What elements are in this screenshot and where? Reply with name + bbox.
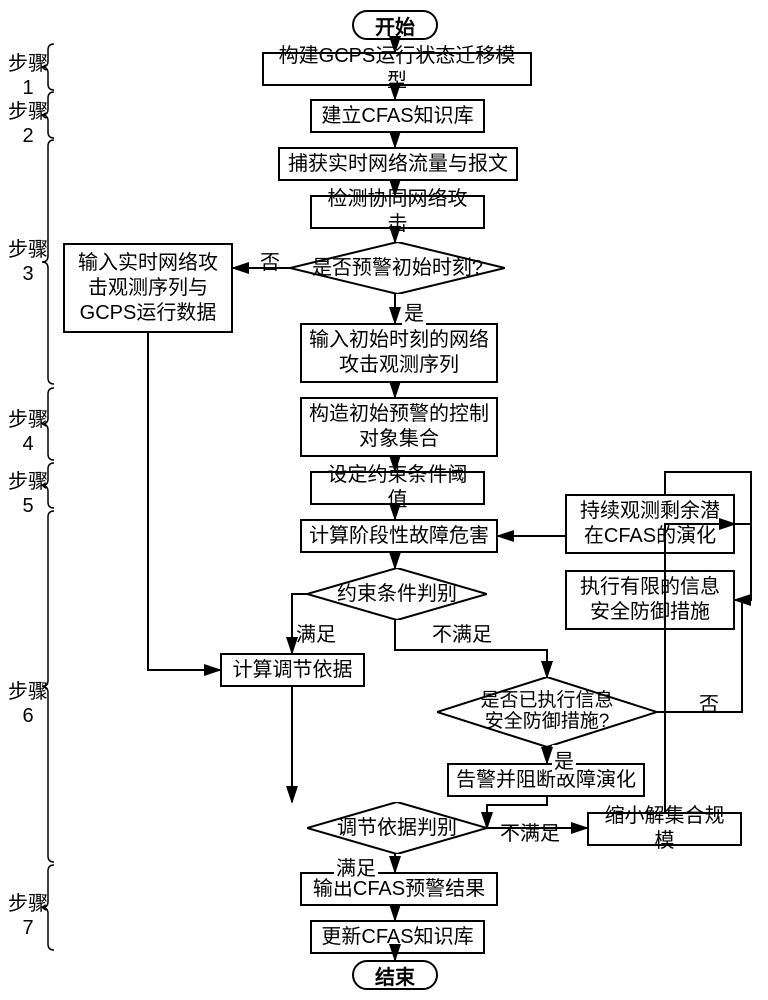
diamond-d2: 约束条件判别	[307, 568, 487, 620]
box-b2: 建立CFAS知识库	[310, 99, 485, 133]
box-b12: 计算调节依据	[220, 653, 365, 687]
box-b16: 更新CFAS知识库	[310, 920, 485, 954]
box-b14: 缩小解集合规模	[587, 812, 742, 846]
box-b13: 告警并阻断故障演化	[447, 763, 645, 797]
box-b15: 输出CFAS预警结果	[300, 872, 498, 906]
label-d3-yes: 是	[552, 745, 576, 774]
box-b11: 执行有限的信息安全防御措施	[565, 570, 735, 630]
label-d3-no: 否	[697, 688, 721, 717]
step-1: 步骤1	[8, 52, 48, 100]
label-d4-no: 不满足	[498, 817, 562, 846]
step-4: 步骤4	[8, 408, 48, 456]
diamond-d4-label: 调节依据判别	[307, 802, 487, 854]
step-5: 步骤5	[8, 470, 48, 518]
box-b7: 构造初始预警的控制对象集合	[300, 397, 498, 457]
diamond-d3: 是否已执行信息安全防御措施?	[437, 677, 657, 747]
label-d1-no: 否	[258, 246, 282, 275]
diamond-d1: 是否预警初始时刻?	[290, 242, 505, 294]
diamond-d3-label: 是否已执行信息安全防御措施?	[437, 677, 657, 747]
label-d2-no: 不满足	[430, 618, 494, 647]
box-b10: 持续观测剩余潜在CFAS的演化	[565, 494, 735, 554]
terminal-end: 结束	[352, 960, 438, 990]
box-b9: 计算阶段性故障危害	[300, 519, 498, 553]
box-b5: 输入实时网络攻击观测序列与GCPS运行数据	[63, 243, 233, 333]
terminal-start: 开始	[352, 10, 438, 40]
label-d2-yes: 满足	[294, 618, 338, 647]
step-6: 步骤6	[8, 680, 48, 728]
step-2: 步骤2	[8, 100, 48, 148]
diamond-d2-label: 约束条件判别	[307, 568, 487, 620]
step-3: 步骤3	[8, 238, 48, 286]
flowchart-canvas: 开始 结束 构建GCPS运行状态迁移模型 建立CFAS知识库 捕获实时网络流量与…	[0, 0, 768, 1000]
box-b4: 检测协同网络攻击	[310, 195, 485, 229]
box-b3: 捕获实时网络流量与报文	[278, 147, 518, 181]
box-b1: 构建GCPS运行状态迁移模型	[262, 52, 532, 86]
label-d1-yes: 是	[402, 297, 426, 326]
diamond-d1-label: 是否预警初始时刻?	[290, 242, 505, 294]
label-d4-yes: 满足	[334, 852, 378, 881]
diamond-d4: 调节依据判别	[307, 802, 487, 854]
box-b6: 输入初始时刻的网络攻击观测序列	[300, 323, 498, 383]
box-b8: 设定约束条件阈值	[310, 471, 485, 505]
step-7: 步骤7	[8, 892, 48, 940]
